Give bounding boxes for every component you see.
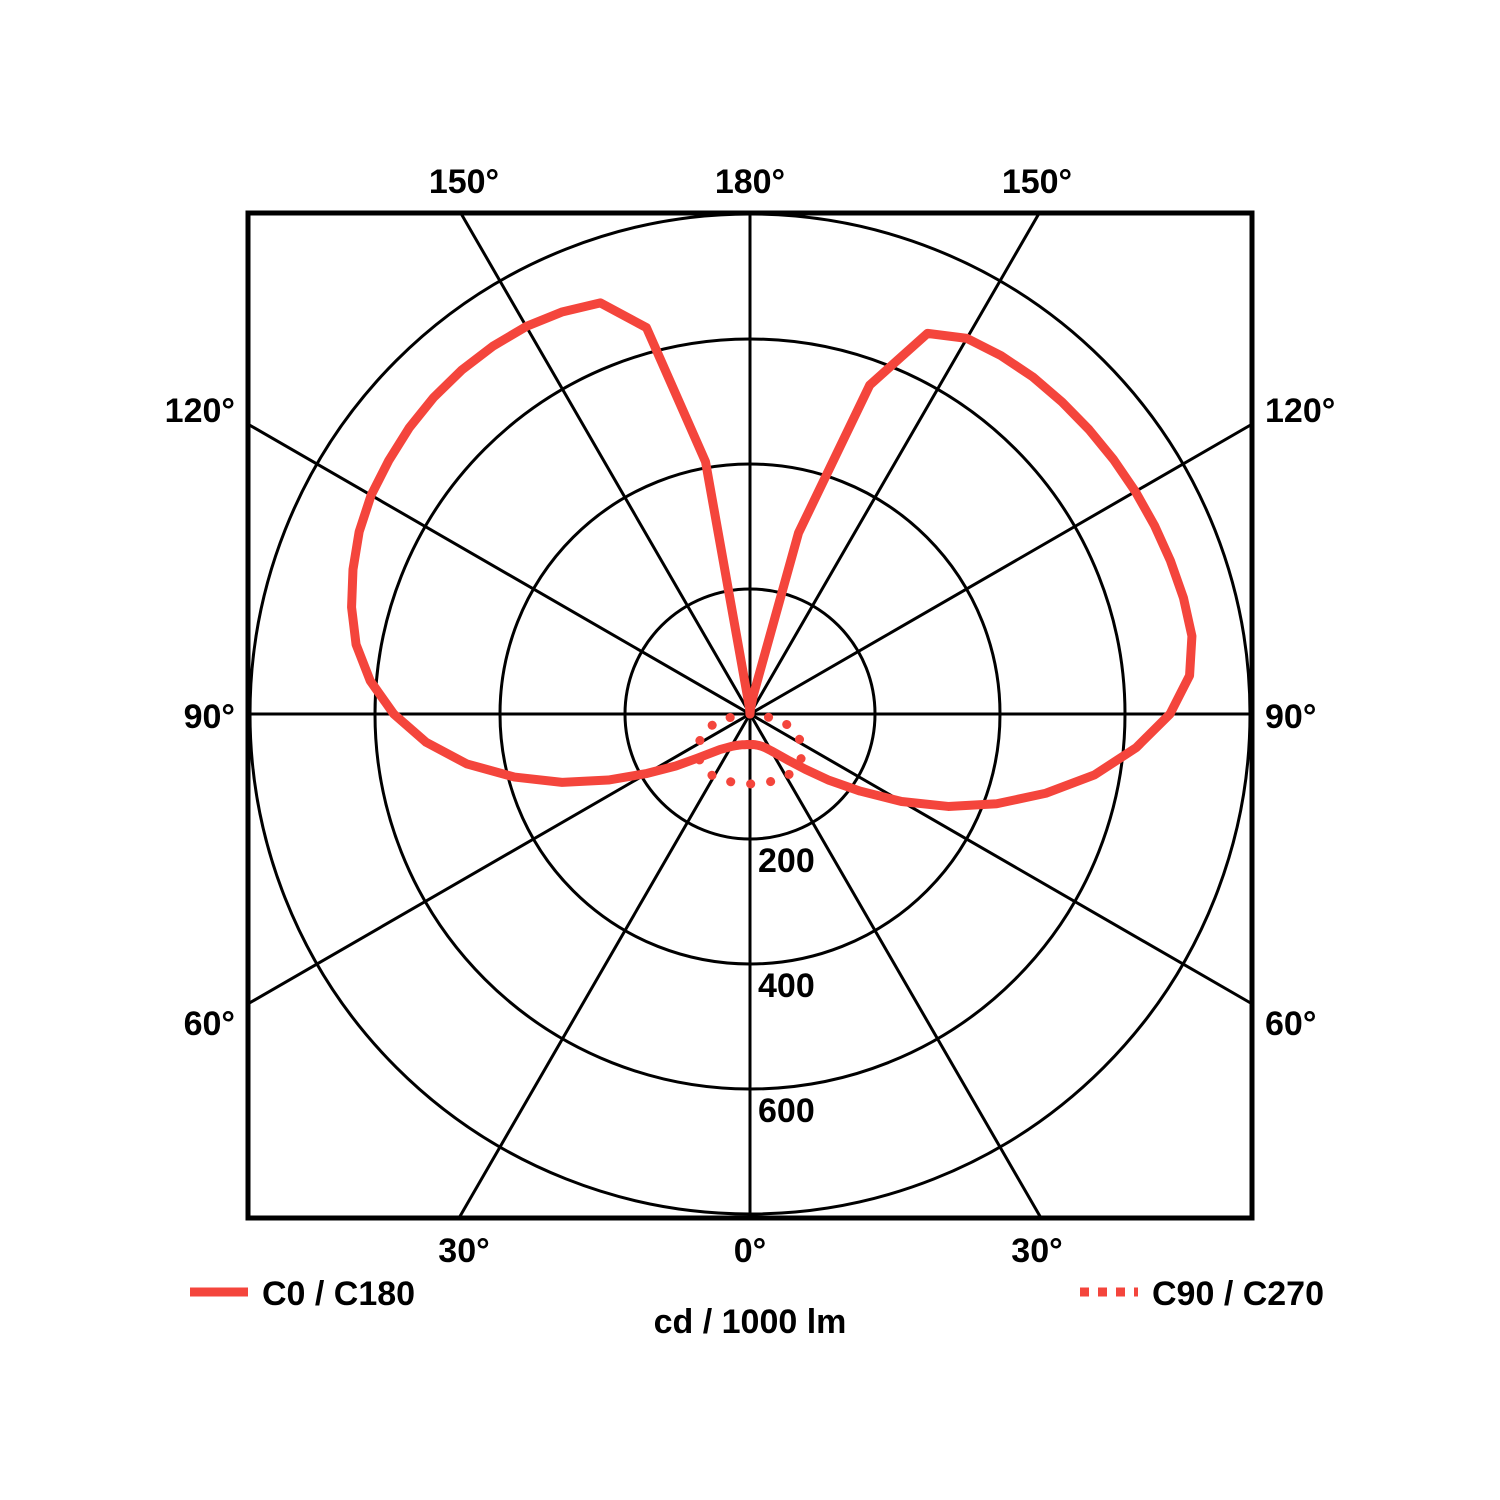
angle-label-bottom-center-0: 0° <box>734 1232 767 1270</box>
distribution-curves <box>347 298 1197 811</box>
radial-tick-label-400: 400 <box>758 967 815 1005</box>
legend-label-c0-c180: C0 / C180 <box>262 1275 415 1313</box>
angle-label-left-90: 90° <box>184 698 235 736</box>
angle-label-bottom-left-30: 30° <box>438 1232 489 1270</box>
angle-label-top-right-150: 150° <box>1002 163 1072 201</box>
angle-label-bottom-right-30: 30° <box>1011 1232 1062 1270</box>
curve-c90-c270 <box>693 709 807 789</box>
curve-c0-c180 <box>347 298 1197 811</box>
angle-label-right-90: 90° <box>1265 698 1316 736</box>
angle-label-left-120: 120° <box>165 392 235 430</box>
unit-label: cd / 1000 lm <box>654 1303 847 1341</box>
angle-label-left-60: 60° <box>184 1005 235 1043</box>
angle-label-top-center-180: 180° <box>715 163 785 201</box>
radial-tick-label-200: 200 <box>758 842 815 880</box>
angle-label-top-left-150: 150° <box>429 163 499 201</box>
angle-label-right-60: 60° <box>1265 1005 1316 1043</box>
radial-tick-label-600: 600 <box>758 1092 815 1130</box>
legend-label-c90-c270: C90 / C270 <box>1152 1275 1324 1313</box>
angle-label-right-120: 120° <box>1265 392 1335 430</box>
